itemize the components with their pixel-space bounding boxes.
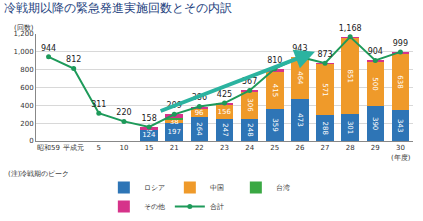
svg-text:1,000: 1,000: [14, 48, 34, 56]
svg-text:96: 96: [195, 109, 204, 117]
svg-text:500: 500: [371, 77, 379, 90]
svg-text:220: 220: [116, 108, 131, 117]
svg-text:400: 400: [20, 102, 33, 110]
svg-text:1,168: 1,168: [339, 24, 362, 33]
svg-text:873: 873: [317, 50, 332, 59]
svg-text:(回数): (回数): [14, 24, 34, 32]
svg-text:464: 464: [296, 71, 304, 85]
svg-text:200: 200: [20, 120, 33, 128]
svg-text:473: 473: [296, 113, 304, 126]
svg-text:ロシア: ロシア: [144, 184, 165, 192]
svg-text:21: 21: [170, 144, 179, 152]
svg-text:27: 27: [321, 144, 330, 152]
svg-text:248: 248: [246, 123, 254, 136]
svg-text:944: 944: [41, 44, 56, 53]
svg-text:288: 288: [321, 121, 329, 134]
svg-text:29: 29: [371, 144, 380, 152]
svg-text:23: 23: [220, 144, 229, 152]
svg-text:22: 22: [195, 144, 204, 152]
svg-text:851: 851: [346, 70, 354, 83]
svg-text:306: 306: [246, 98, 254, 112]
svg-text:247: 247: [221, 123, 229, 136]
svg-text:25: 25: [270, 144, 279, 152]
svg-text:415: 415: [271, 84, 279, 97]
svg-text:390: 390: [371, 117, 379, 130]
svg-text:5: 5: [97, 144, 101, 152]
svg-text:その他: その他: [144, 203, 165, 211]
svg-text:2: 2: [145, 128, 153, 132]
svg-text:0: 0: [29, 137, 33, 145]
svg-text:156: 156: [218, 108, 232, 116]
svg-text:24: 24: [245, 144, 254, 152]
svg-text:301: 301: [346, 121, 354, 134]
svg-text:904: 904: [368, 47, 383, 56]
svg-text:810: 810: [267, 56, 282, 65]
svg-text:38: 38: [170, 118, 179, 126]
svg-text:28: 28: [346, 144, 355, 152]
svg-text:343: 343: [396, 119, 404, 132]
svg-text:425: 425: [217, 90, 232, 99]
svg-text:264: 264: [195, 122, 203, 136]
svg-text:567: 567: [242, 77, 257, 86]
svg-text:299: 299: [167, 101, 182, 110]
svg-text:311: 311: [91, 100, 106, 109]
svg-text:638: 638: [396, 75, 404, 88]
svg-text:10: 10: [120, 144, 129, 152]
svg-text:359: 359: [271, 118, 279, 131]
svg-text:571: 571: [321, 83, 329, 96]
svg-text:124: 124: [142, 131, 156, 139]
svg-text:600: 600: [20, 84, 33, 92]
svg-text:合計: 合計: [210, 203, 224, 211]
svg-text:26: 26: [295, 144, 304, 152]
svg-text:中国: 中国: [210, 184, 224, 192]
svg-text:台湾: 台湾: [276, 184, 290, 192]
svg-text:158: 158: [141, 114, 156, 123]
svg-text:943: 943: [292, 44, 307, 53]
svg-text:386: 386: [192, 93, 207, 102]
svg-text:15: 15: [145, 144, 154, 152]
svg-text:999: 999: [393, 39, 408, 48]
svg-text:1,200: 1,200: [14, 30, 34, 38]
svg-text:812: 812: [66, 55, 81, 64]
svg-text:197: 197: [168, 128, 181, 136]
svg-text:30: 30: [396, 144, 405, 152]
svg-text:平成元: 平成元: [63, 144, 84, 152]
svg-text:昭和59: 昭和59: [37, 144, 60, 152]
svg-text:(注)冷戦期のピーク: (注)冷戦期のピーク: [8, 170, 69, 178]
svg-text:冷戦期以降の緊急発進実施回数とその内訳: 冷戦期以降の緊急発進実施回数とその内訳: [4, 1, 232, 15]
svg-text:(年度): (年度): [391, 154, 411, 162]
svg-text:800: 800: [20, 66, 33, 74]
